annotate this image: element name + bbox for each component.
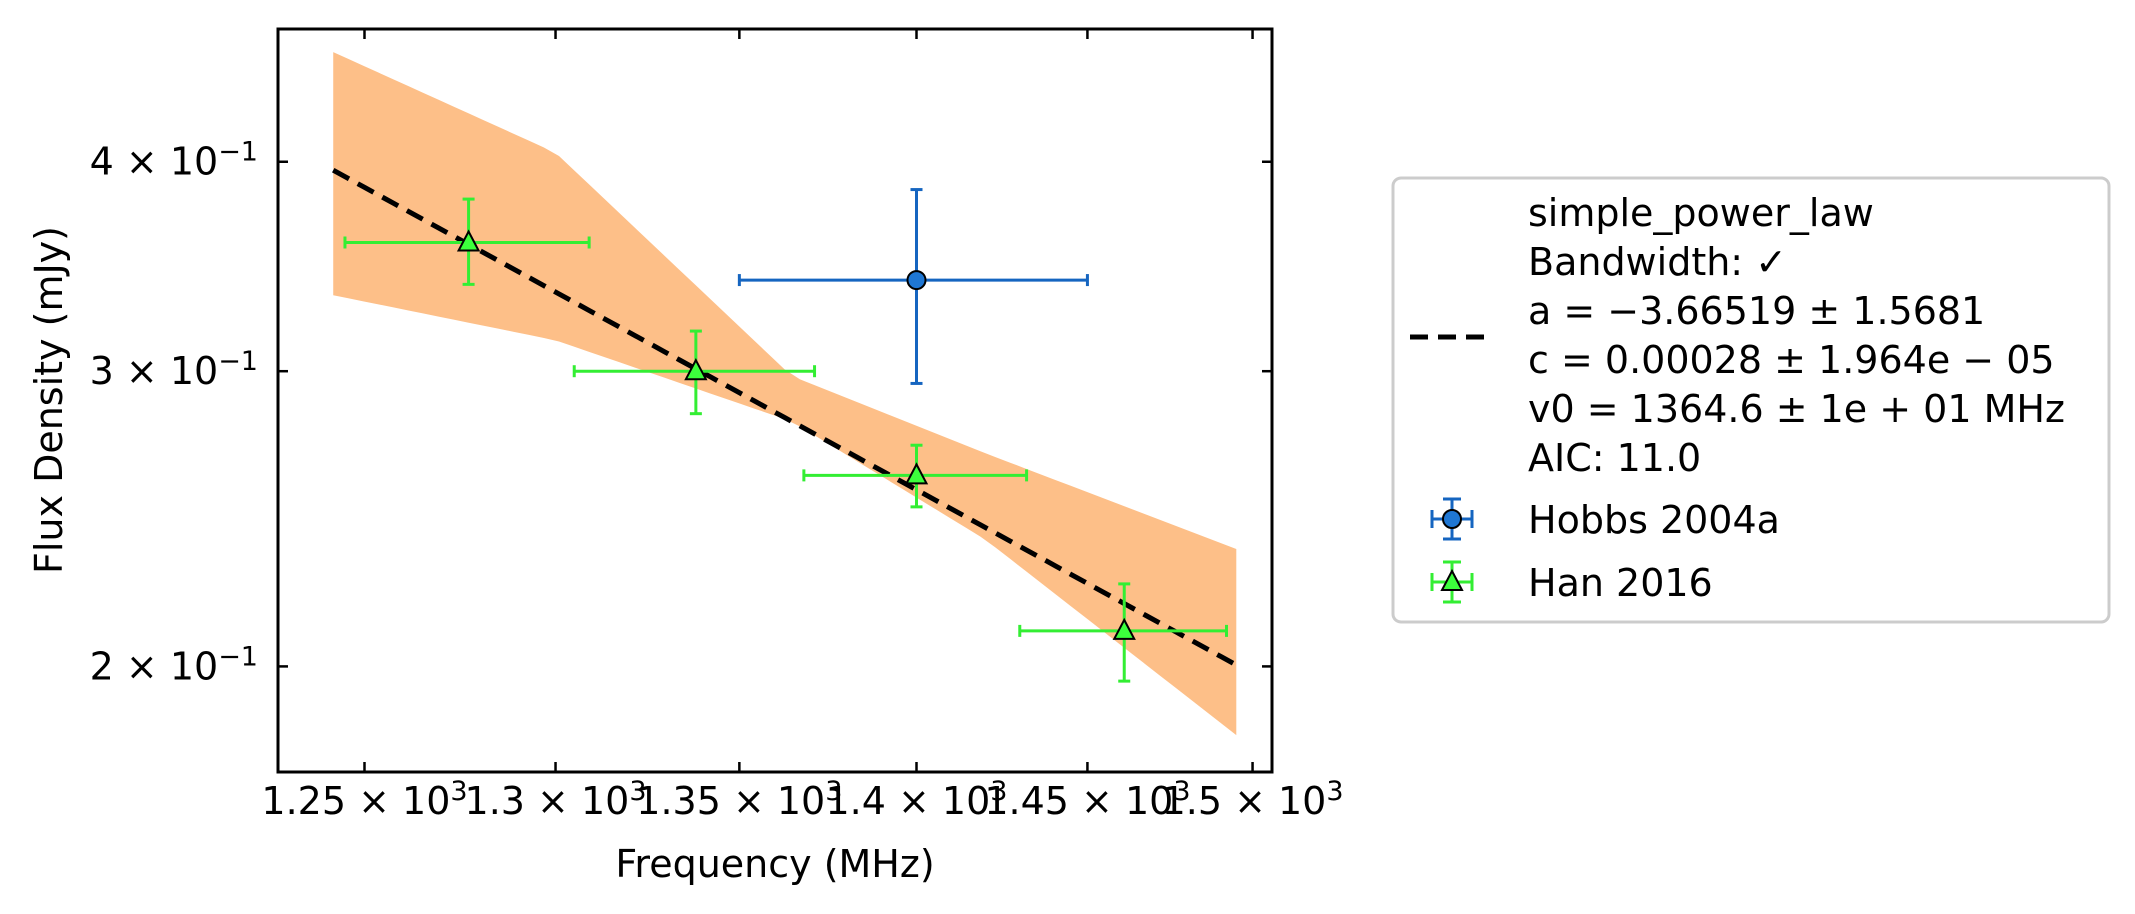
data-point xyxy=(802,443,1029,509)
x-tick-label: 1.35 × 103 xyxy=(636,776,842,823)
data-point xyxy=(343,197,591,286)
triangle-marker xyxy=(904,462,929,485)
series-han-2016 xyxy=(343,197,1229,683)
fit-line xyxy=(332,168,1238,668)
x-tick-label: 1.5 × 103 xyxy=(1162,776,1344,823)
triangle-marker xyxy=(684,358,708,381)
plot-area xyxy=(332,52,1238,736)
x-axis-label: Frequency (MHz) xyxy=(615,842,934,886)
series-hobbs-2004a xyxy=(737,188,1089,385)
x-tick-label: 1.3 × 103 xyxy=(465,776,647,823)
legend-entry-hobbs: Hobbs 2004a xyxy=(1528,498,1780,542)
x-tick-label: 1.25 × 103 xyxy=(261,776,467,823)
data-point xyxy=(737,188,1089,385)
x-tick-label: 1.45 × 103 xyxy=(984,776,1190,823)
legend-fit-line-4: c = 0.00028 ± 1.964e − 05 xyxy=(1528,338,2055,382)
legend-frame xyxy=(1391,176,2111,624)
legend-fit-line-2: Bandwidth: ✓ xyxy=(1528,240,1787,284)
data-point xyxy=(572,329,817,416)
legend: simple_power_law Bandwidth: ✓ a = −3.665… xyxy=(1391,176,2111,624)
y-axis-label: Flux Density (mJy) xyxy=(27,226,71,574)
legend-fit-line-1: simple_power_law xyxy=(1528,191,1874,235)
y-axis-ticks: 2 × 10−13 × 10−14 × 10−1 xyxy=(90,137,1272,688)
legend-han-marker xyxy=(1430,560,1474,604)
data-point xyxy=(1018,582,1229,683)
legend-entry-han: Han 2016 xyxy=(1528,561,1713,605)
x-tick-label: 1.4 × 103 xyxy=(826,776,1008,823)
triangle-marker xyxy=(456,229,481,252)
legend-fit-line-3: a = −3.66519 ± 1.5681 xyxy=(1528,289,1985,333)
plot-frame xyxy=(276,27,1274,774)
legend-hobbs-marker xyxy=(1430,497,1474,541)
legend-fit-line-5: v0 = 1364.6 ± 1e + 01 MHz xyxy=(1528,387,2065,431)
confidence-band xyxy=(333,52,1237,736)
circle-marker xyxy=(906,270,927,291)
triangle-marker xyxy=(1112,617,1136,640)
legend-fit-line-6: AIC: 11.0 xyxy=(1528,436,1701,480)
y-tick-label: 3 × 10−1 xyxy=(90,346,258,393)
series-layer xyxy=(343,188,1229,683)
